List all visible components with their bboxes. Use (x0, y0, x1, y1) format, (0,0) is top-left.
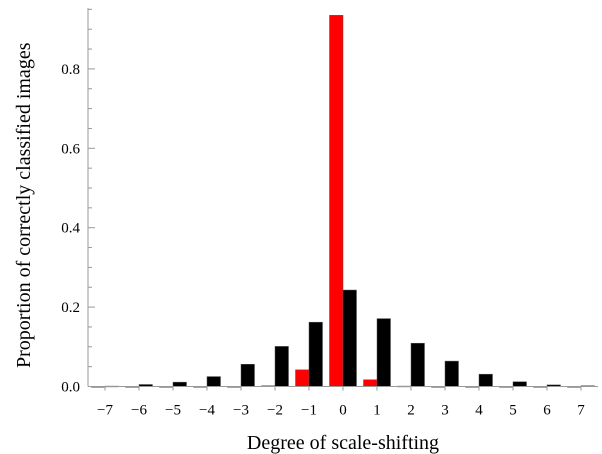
black-bar-4 (478, 373, 493, 387)
x-tick-label: 7 (577, 403, 585, 419)
x-tick-label: −6 (131, 403, 147, 419)
x-ticks: −7 −6 −5 −4 −3 −2 −1 0 1 2 3 4 5 6 7 (97, 386, 585, 419)
black-bar-−4 (206, 376, 221, 387)
black-bar-−5 (172, 381, 187, 387)
x-tick-label: 5 (509, 403, 517, 419)
red-bar-0 (329, 15, 344, 387)
x-tick-label: 2 (407, 403, 415, 419)
y-tick-label: 0.0 (61, 380, 80, 396)
y-ticks: 0.0 0.2 0.4 0.6 0.8 (61, 8, 95, 396)
x-axis-title: Degree of scale-shifting (247, 432, 439, 454)
red-bar-1 (363, 379, 378, 387)
black-bar-1 (376, 318, 391, 387)
black-bar-2 (410, 342, 425, 387)
x-tick-label: 0 (339, 403, 347, 419)
black-bar-−3 (240, 364, 255, 387)
black-bar-−1 (308, 321, 323, 387)
x-tick-label: 6 (543, 403, 551, 419)
black-bar-0 (342, 289, 357, 387)
y-tick-label: 0.2 (61, 300, 80, 316)
y-tick-label: 0.6 (61, 141, 80, 157)
x-tick-label: 1 (373, 403, 381, 419)
x-tick-label: −7 (97, 403, 113, 419)
x-tick-label: −2 (267, 403, 283, 419)
x-tick-label: −1 (301, 403, 317, 419)
x-tick-label: −4 (199, 403, 215, 419)
y-tick-label: 0.8 (61, 62, 80, 78)
red-bar-−1 (295, 369, 310, 387)
y-axis-title: Proportion of correctly classified image… (13, 42, 35, 368)
bars-layer (91, 15, 595, 388)
x-tick-label: −5 (165, 403, 181, 419)
black-bar-3 (444, 360, 459, 387)
black-bar-5 (512, 381, 527, 387)
black-bar-−2 (274, 346, 289, 387)
x-tick-label: −3 (233, 403, 249, 419)
y-tick-label: 0.4 (61, 221, 80, 237)
x-tick-label: 4 (475, 403, 483, 419)
x-tick-label: 3 (441, 403, 449, 419)
